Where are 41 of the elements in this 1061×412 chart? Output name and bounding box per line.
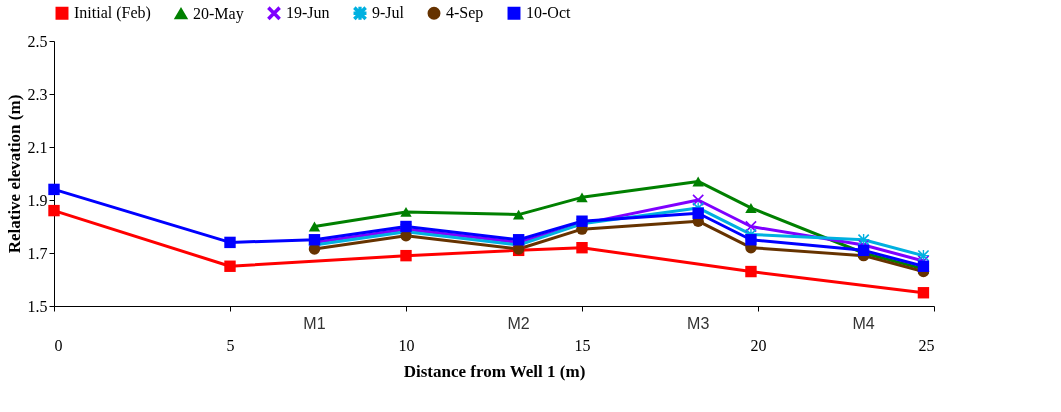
point: [576, 192, 588, 203]
y-tick-label: 2.5: [27, 32, 48, 50]
point: [745, 203, 757, 213]
point: [745, 265, 757, 278]
y-axis-title: Relative elevation (m): [4, 94, 24, 254]
legend-label: 19-Jun: [286, 4, 330, 22]
x-tick-label: 0: [54, 336, 63, 354]
legend-label: Initial (Feb): [74, 4, 151, 23]
text: M2: [507, 315, 530, 332]
point: [692, 176, 704, 187]
x-axis-title: Distance from Well 1 (m): [403, 361, 586, 381]
text: M3: [687, 315, 710, 332]
legend-label: 20-May: [193, 4, 244, 23]
y-tick-label: 2.3: [27, 85, 48, 103]
legend-label: 10-Oct: [526, 4, 571, 22]
x-tick-label: 10: [398, 336, 415, 354]
point: [745, 234, 757, 246]
x-tick-label: 15: [574, 336, 591, 354]
legend-label: 4-Sep: [446, 4, 484, 23]
y-tick-label: 1.7: [27, 244, 48, 262]
x-tick-label: 20: [750, 336, 767, 354]
point: [400, 206, 412, 217]
point: [512, 209, 525, 220]
point: [400, 249, 412, 262]
point: [224, 260, 236, 272]
point: [917, 287, 930, 299]
y-tick-label: 2.1: [27, 138, 48, 156]
point: [224, 236, 236, 249]
y-tick-label: 1.9: [27, 191, 48, 209]
point: [692, 207, 704, 219]
point: [48, 204, 60, 217]
legend-label: 9-Jul: [372, 4, 405, 22]
y-tick-label: 1.5: [27, 297, 48, 315]
point: [576, 242, 588, 254]
point: [48, 183, 60, 196]
point: [308, 221, 321, 232]
text: M4: [852, 315, 875, 332]
x-tick-label: 5: [226, 336, 235, 354]
x-tick-label: 25: [918, 336, 935, 354]
text: M1: [303, 315, 326, 332]
point: [857, 244, 870, 257]
